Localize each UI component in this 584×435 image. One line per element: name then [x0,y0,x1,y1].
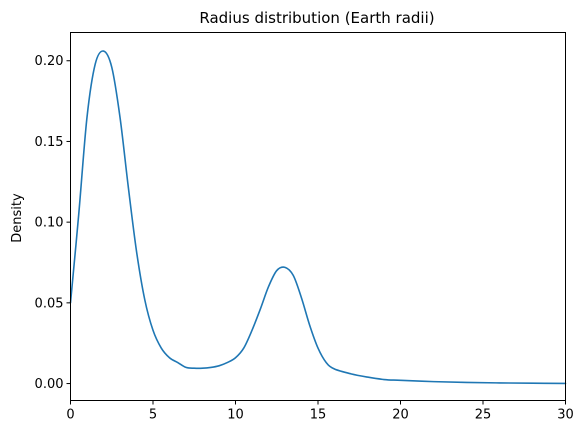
y-tick-label: 0.20 [35,54,64,69]
x-tick-label: 15 [310,408,327,423]
y-tick-label: 0.05 [35,296,64,311]
y-tick-label: 0.00 [35,377,64,392]
x-tick-label: 20 [392,408,409,423]
plot-area [69,50,567,385]
y-axis: 0.00 0.05 0.10 0.15 0.20 [35,54,71,392]
x-axis: 0 5 10 15 20 25 30 [66,400,574,423]
y-tick-label: 0.10 [35,216,64,231]
x-tick-label: 10 [227,408,244,423]
x-tick-label: 5 [149,408,157,423]
density-line-0 [69,50,567,385]
plot-frame [70,32,566,401]
x-tick-label: 30 [557,408,574,423]
chart-title: Radius distribution (Earth radii) [199,9,434,27]
x-tick-label: 25 [475,408,492,423]
y-tick-label: 0.15 [35,135,64,150]
x-tick-label: 0 [66,408,74,423]
y-axis-label: Density [10,193,25,243]
